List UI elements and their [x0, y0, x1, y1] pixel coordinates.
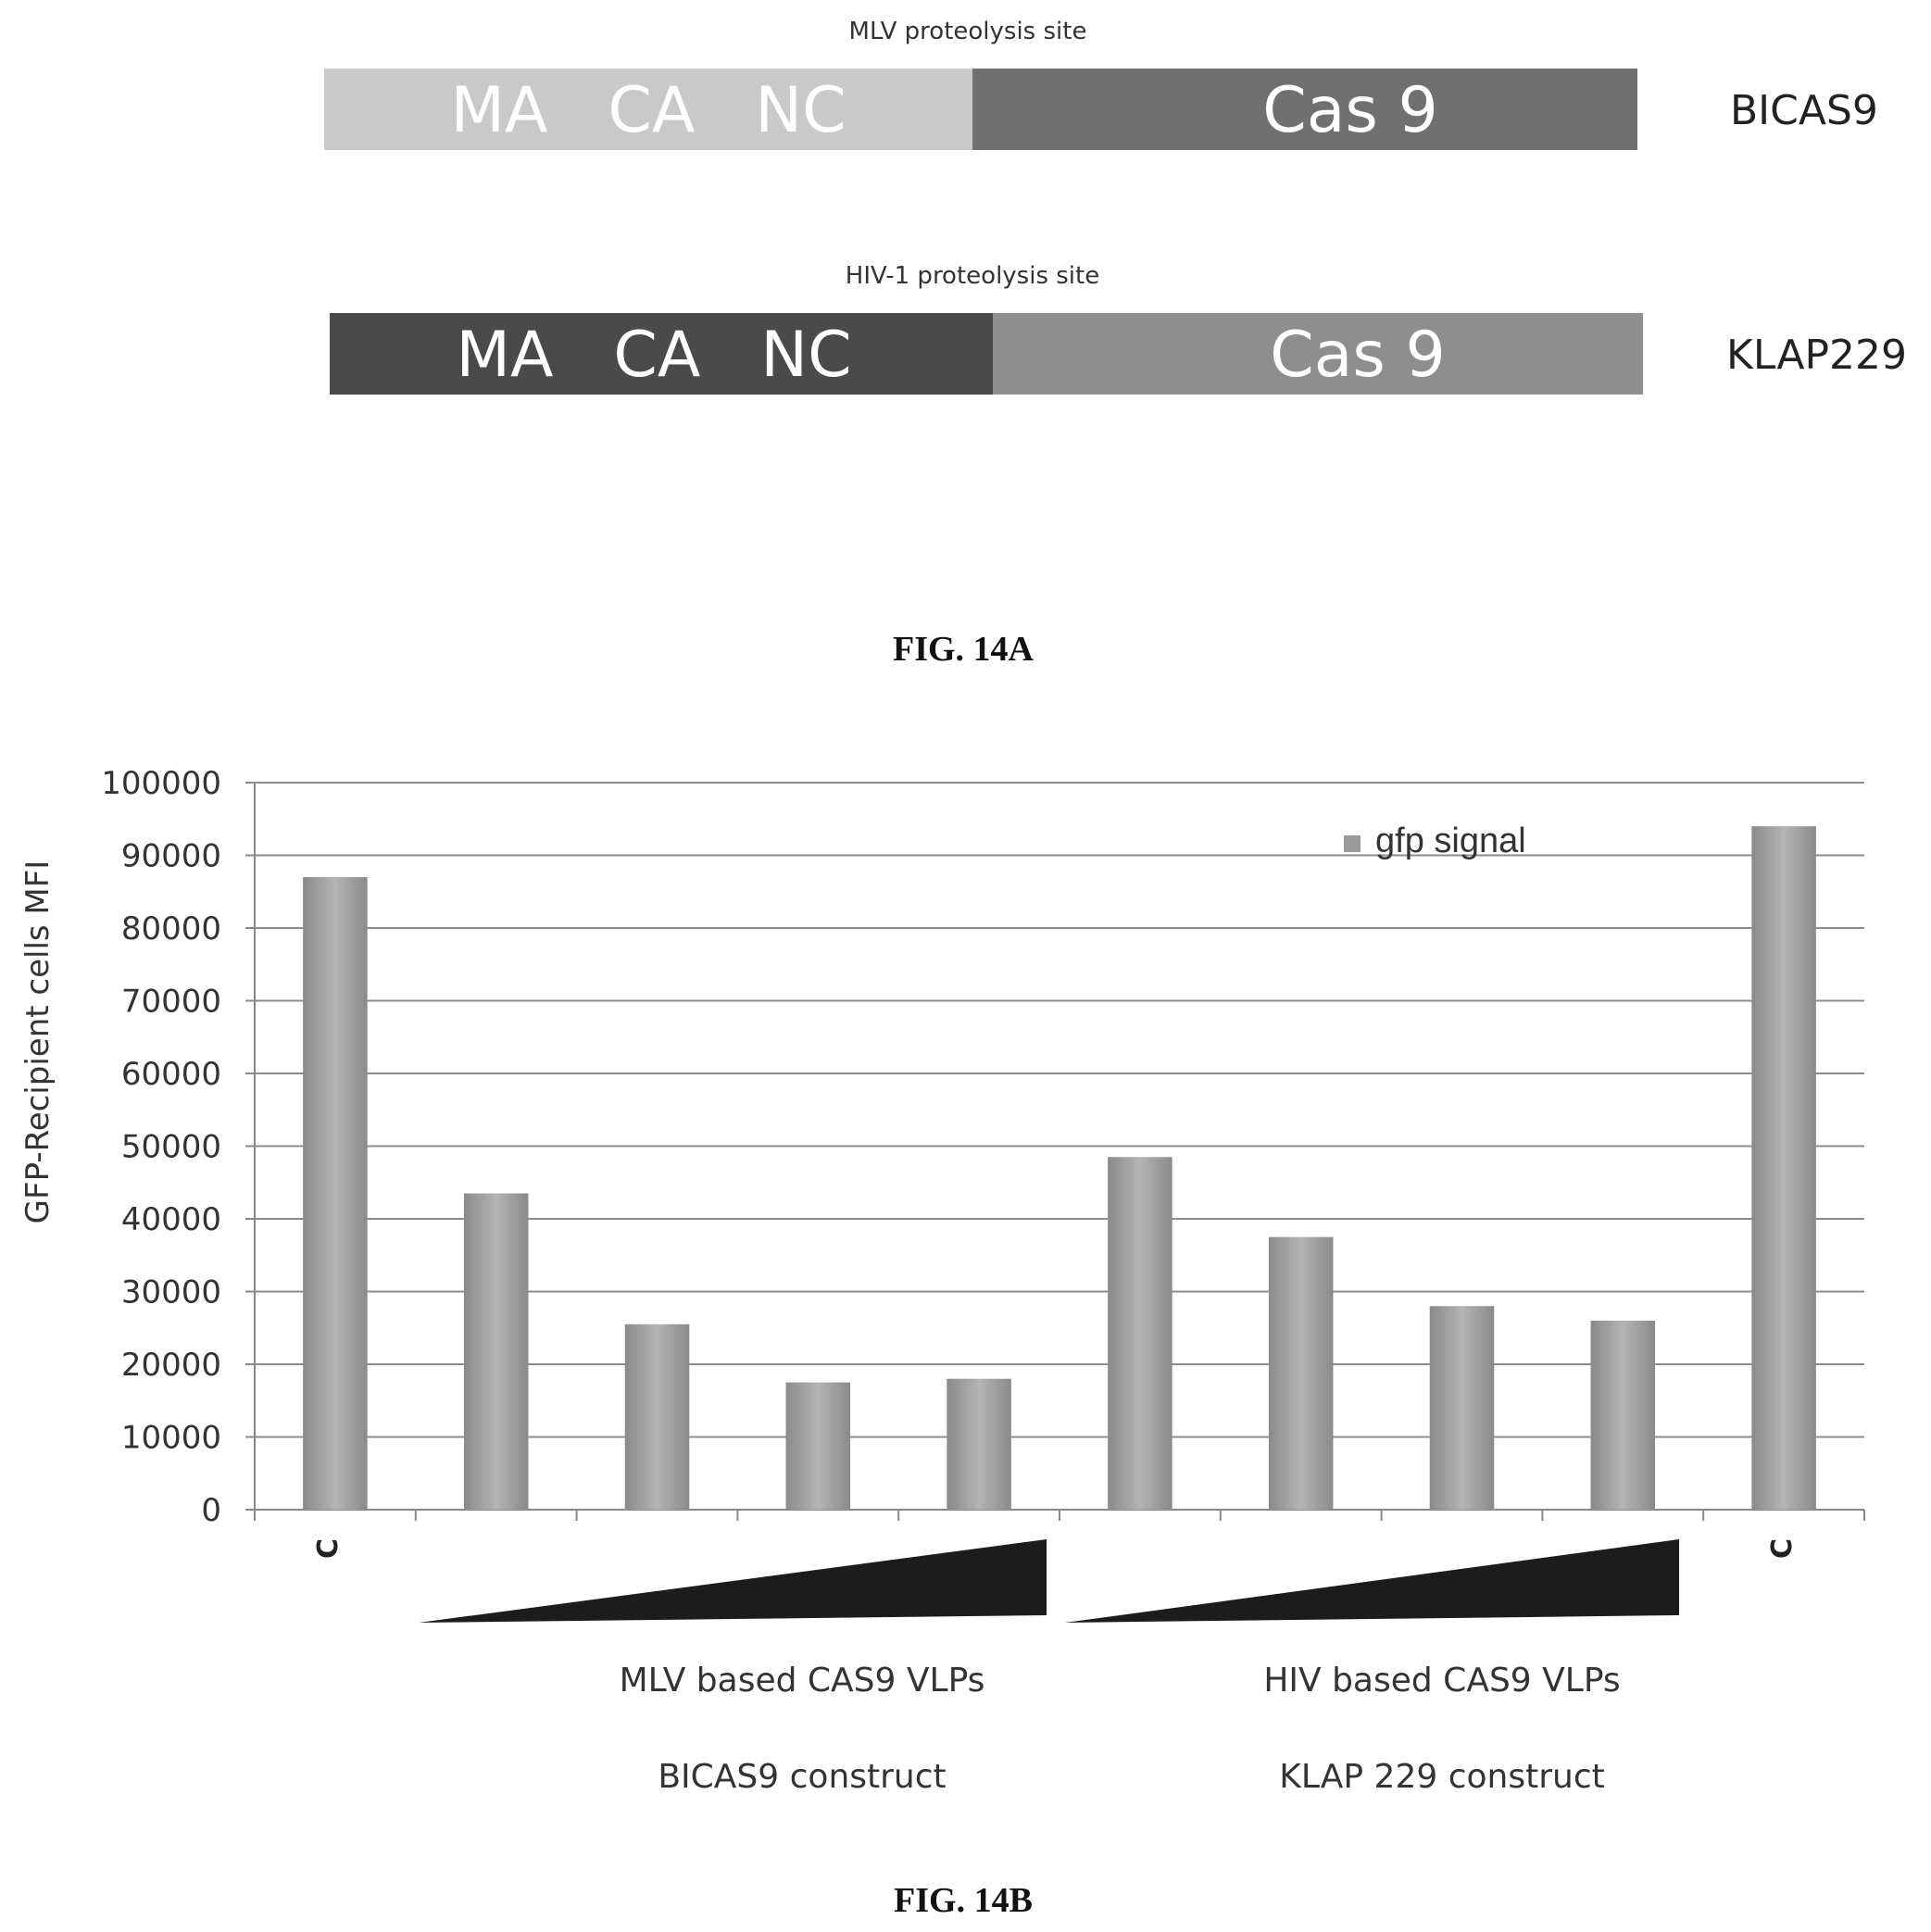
- y-tick-label: 80000: [121, 910, 221, 947]
- construct-diagram-bicas9: MLV proteolysis site MA CA NC Cas 9 BICA…: [324, 18, 1878, 150]
- y-axis-tick-labels: 0 10000 20000 30000 40000 50000 60000 70000 8000…: [101, 765, 255, 1529]
- mlv-site-label: MLV proteolysis site: [849, 18, 1087, 45]
- klap229-gag-segment: [330, 313, 993, 395]
- control-label-left: C: [312, 1538, 345, 1559]
- y-tick-label: 100000: [101, 765, 221, 802]
- legend-entry: gfp signal: [1375, 822, 1526, 860]
- bar-chart: 0 10000 20000 30000 40000 50000 60000 70000 8000…: [19, 765, 1865, 1796]
- y-tick-label: 10000: [121, 1420, 221, 1457]
- bar-1: [303, 877, 368, 1510]
- control-label-right: C: [1766, 1538, 1799, 1559]
- legend-swatch: [1344, 835, 1360, 852]
- fig14b-caption: FIG. 14B: [894, 1881, 1033, 1920]
- y-tick-label: 90000: [121, 838, 221, 875]
- bicas9-name: BICAS9: [1730, 87, 1878, 134]
- dose-wedge-hiv: [1065, 1539, 1679, 1623]
- klap229-cas9-segment: [993, 313, 1643, 395]
- klap229-name: KLAP229: [1726, 332, 1907, 379]
- y-tick-label: 30000: [121, 1274, 221, 1311]
- y-tick-label: 60000: [121, 1056, 221, 1093]
- hiv-site-label: HIV-1 proteolysis site: [846, 262, 1099, 290]
- y-tick-label: 40000: [121, 1201, 221, 1238]
- bar-7: [1268, 1236, 1334, 1510]
- bar-2: [463, 1193, 529, 1510]
- bar-10: [1751, 826, 1816, 1510]
- bar-4: [785, 1382, 851, 1510]
- bar-3: [624, 1324, 690, 1510]
- group-mlv-line1: MLV based CAS9 VLPs: [620, 1662, 985, 1700]
- y-tick-label: 50000: [121, 1129, 221, 1166]
- klap229-gag-label: MA CA NC: [456, 319, 851, 392]
- dose-wedge-mlv: [419, 1539, 1047, 1623]
- bar-8: [1429, 1306, 1495, 1510]
- bicas9-cas9-segment: [972, 69, 1637, 150]
- group-hiv-line2: KLAP 229 construct: [1279, 1758, 1604, 1796]
- klap229-cas9-label: Cas 9: [1270, 319, 1445, 392]
- group-mlv-line2: BICAS9 construct: [658, 1758, 946, 1796]
- bar-5: [947, 1378, 1011, 1510]
- y-axis-label: GFP-Recipient cells MFI: [19, 860, 56, 1224]
- bar-6: [1108, 1157, 1172, 1510]
- construct-diagram-klap229: HIV-1 proteolysis site MA CA NC Cas 9 KL…: [330, 262, 1907, 395]
- bar-9: [1590, 1320, 1656, 1510]
- y-tick-label: 0: [201, 1492, 221, 1529]
- y-tick-label: 20000: [121, 1347, 221, 1384]
- bicas9-gag-segment: [324, 69, 972, 150]
- fig14a-caption: FIG. 14A: [893, 630, 1034, 669]
- bicas9-cas9-label: Cas 9: [1262, 74, 1437, 147]
- y-tick-label: 70000: [121, 984, 221, 1021]
- x-axis-ticks: [254, 1510, 1865, 1521]
- bars: [303, 826, 1816, 1510]
- legend: gfp signal: [1344, 822, 1526, 860]
- group-hiv-line1: HIV based CAS9 VLPs: [1263, 1662, 1620, 1700]
- bicas9-gag-label: MA CA NC: [450, 74, 846, 147]
